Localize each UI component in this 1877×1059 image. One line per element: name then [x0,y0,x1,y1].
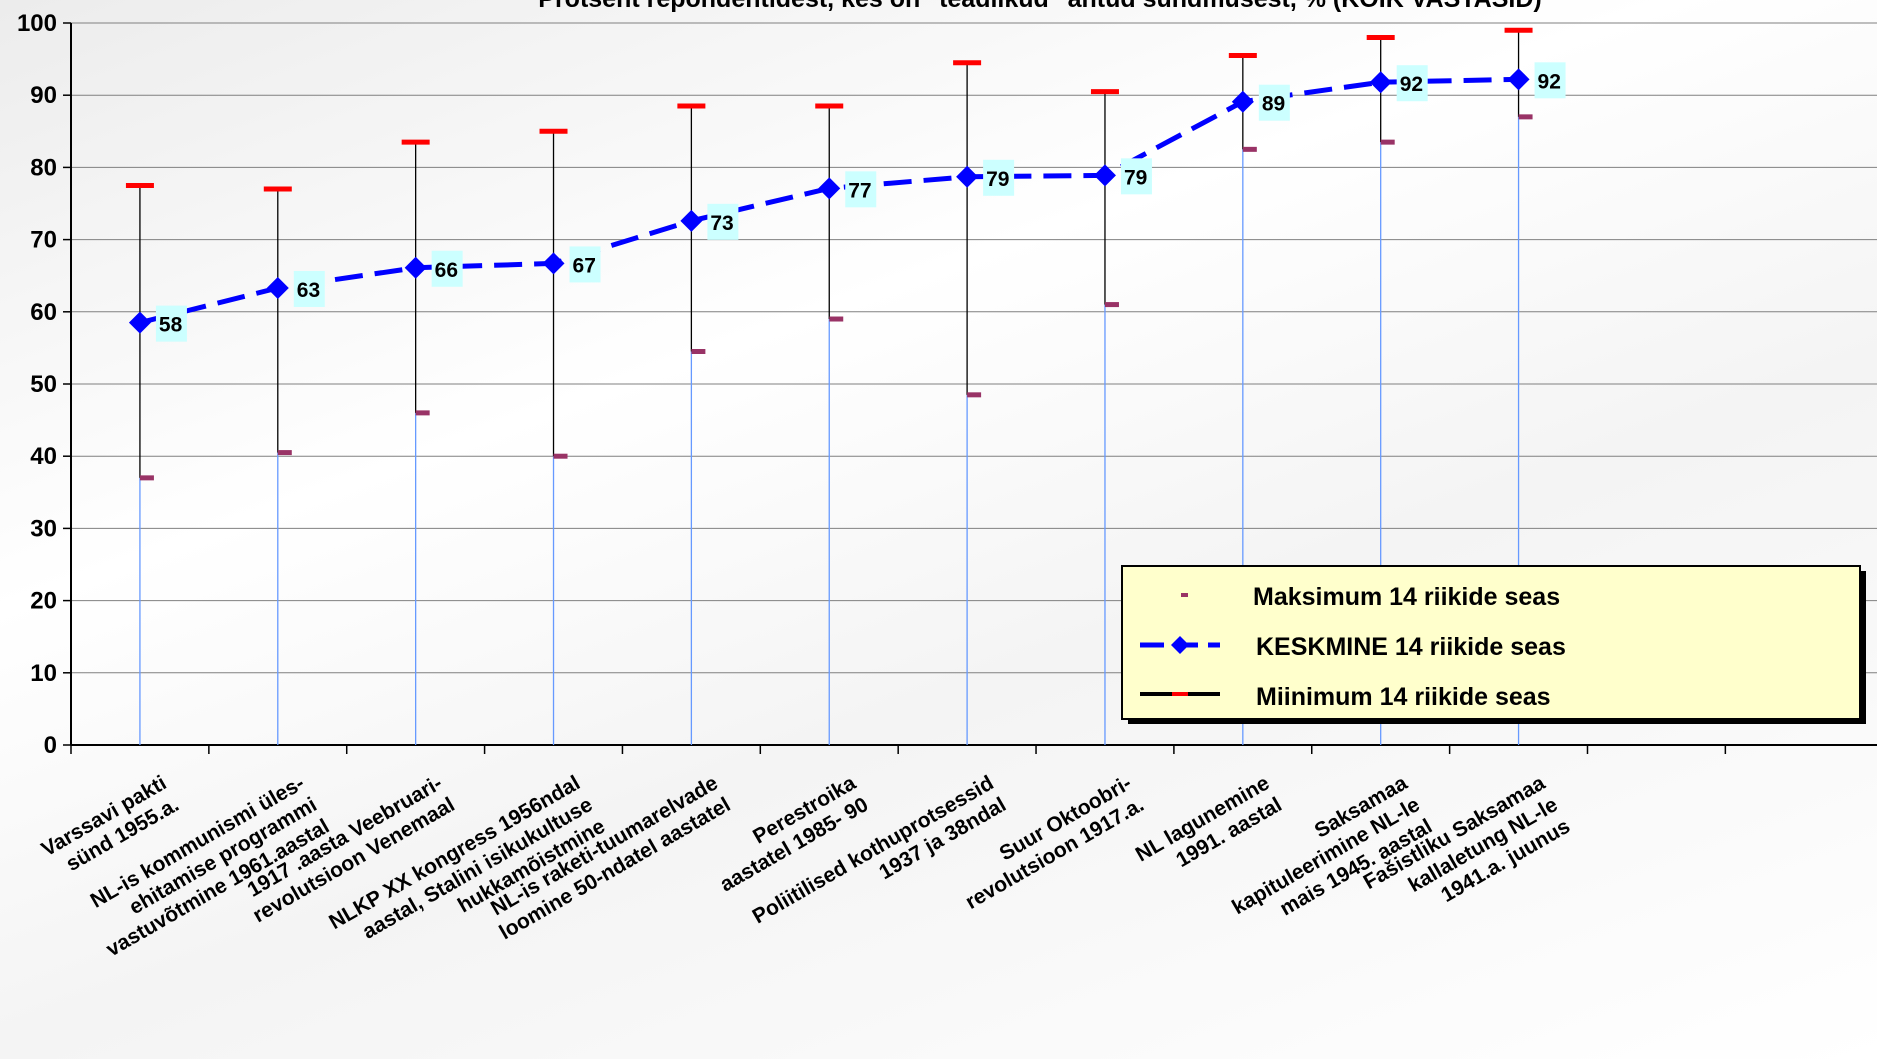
y-tick-label: 100 [17,10,57,37]
min-markers [139,114,1533,481]
data-label-bg [431,250,463,287]
data-label: 89 [1262,93,1285,116]
data-label: 63 [297,279,320,302]
data-label: 92 [1538,70,1561,93]
data-label: 67 [573,254,596,277]
data-label-bg [1534,62,1566,99]
y-tick-label: 20 [30,588,57,615]
mean-point [1093,164,1116,187]
axes [63,22,1877,754]
data-label: 79 [986,168,1009,191]
y-tick-label: 0 [44,732,57,759]
y-tick-label: 80 [30,154,57,181]
data-label-bg [293,270,325,307]
mean-point [1507,68,1530,91]
data-label: 92 [1400,73,1423,96]
drop-lines [139,116,1520,745]
mean-point [680,209,703,232]
y-tick-label: 50 [30,371,57,398]
y-tick-label: 40 [30,443,57,470]
data-label-bg [845,171,877,208]
y-tick-label: 10 [30,660,57,687]
legend: Maksimum 14 riikide seas KESKMINE 14 rii… [1121,565,1866,724]
y-tick-labels: 0 10 20 30 40 50 60 70 80 90 100 [17,10,57,759]
mean-point [1369,71,1392,94]
legend-mean-marker [1171,636,1189,654]
data-label-bg [155,305,187,342]
mean-point [542,252,565,275]
data-label-bg [707,203,739,240]
mean-point [404,256,427,279]
data-label-bg [1120,158,1152,195]
y-tick-label: 60 [30,299,57,326]
legend-min-label: Miinimum 14 riikide seas [1256,683,1551,711]
y-tick-label: 90 [30,82,57,109]
chart-title: Protsent repondentidest, kes on "teadlik… [538,0,1541,13]
mean-point [128,311,151,334]
mean-point [818,177,841,200]
max-markers [125,27,1533,192]
data-label: 58 [159,314,183,337]
legend-mean-label: KESKMINE 14 riikide seas [1256,633,1566,661]
legend-max-label: Maksimum 14 riikide seas [1253,583,1560,611]
y-tick-label: 70 [30,227,57,254]
data-label-bg [1396,65,1428,102]
data-label-bg [569,246,601,283]
mean-point [266,276,289,299]
data-label-bg [1258,84,1290,121]
data-label: 79 [1124,166,1147,189]
legend-box [1121,565,1861,720]
data-label: 73 [710,212,733,235]
grid [71,22,1877,674]
data-label: 77 [848,179,871,202]
mean-point [1231,90,1254,113]
data-labels: 58 63 66 67 73 77 79 79 89 92 92 [155,62,1566,342]
y-tick-label: 30 [30,515,57,542]
range-lines [139,30,1520,478]
data-label: 66 [435,259,458,282]
mean-point [956,165,979,188]
data-label-bg [983,159,1015,196]
